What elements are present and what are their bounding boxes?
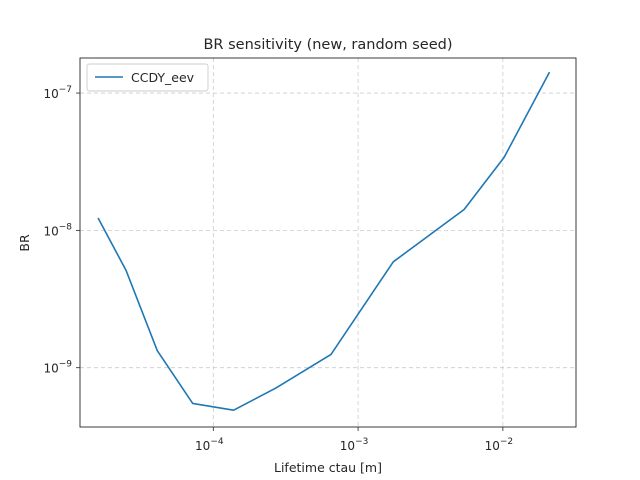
- chart-title: BR sensitivity (new, random seed): [203, 37, 452, 53]
- legend-box: [86, 63, 209, 92]
- y-tick-label: 10−9: [43, 360, 72, 376]
- ticks: 10−4 10−3 10−2 10−9 10−8 10−7: [43, 85, 513, 453]
- x-axis-label: Lifetime ctau [m]: [274, 460, 382, 475]
- x-tick-label: 10−4: [195, 437, 224, 453]
- x-tick-label: 10−3: [340, 437, 369, 453]
- y-axis-label: BR: [17, 234, 32, 252]
- x-tick-label: 10−2: [485, 437, 514, 453]
- legend-label-ccdy-eev: CCDY_eev: [131, 70, 195, 85]
- legend: CCDY_eev: [86, 63, 209, 92]
- plot-frame: [79, 57, 577, 428]
- y-tick-label: 10−7: [43, 85, 72, 101]
- y-tick-label: 10−8: [43, 222, 72, 238]
- series-layer: [97, 71, 551, 412]
- grid: [80, 58, 576, 427]
